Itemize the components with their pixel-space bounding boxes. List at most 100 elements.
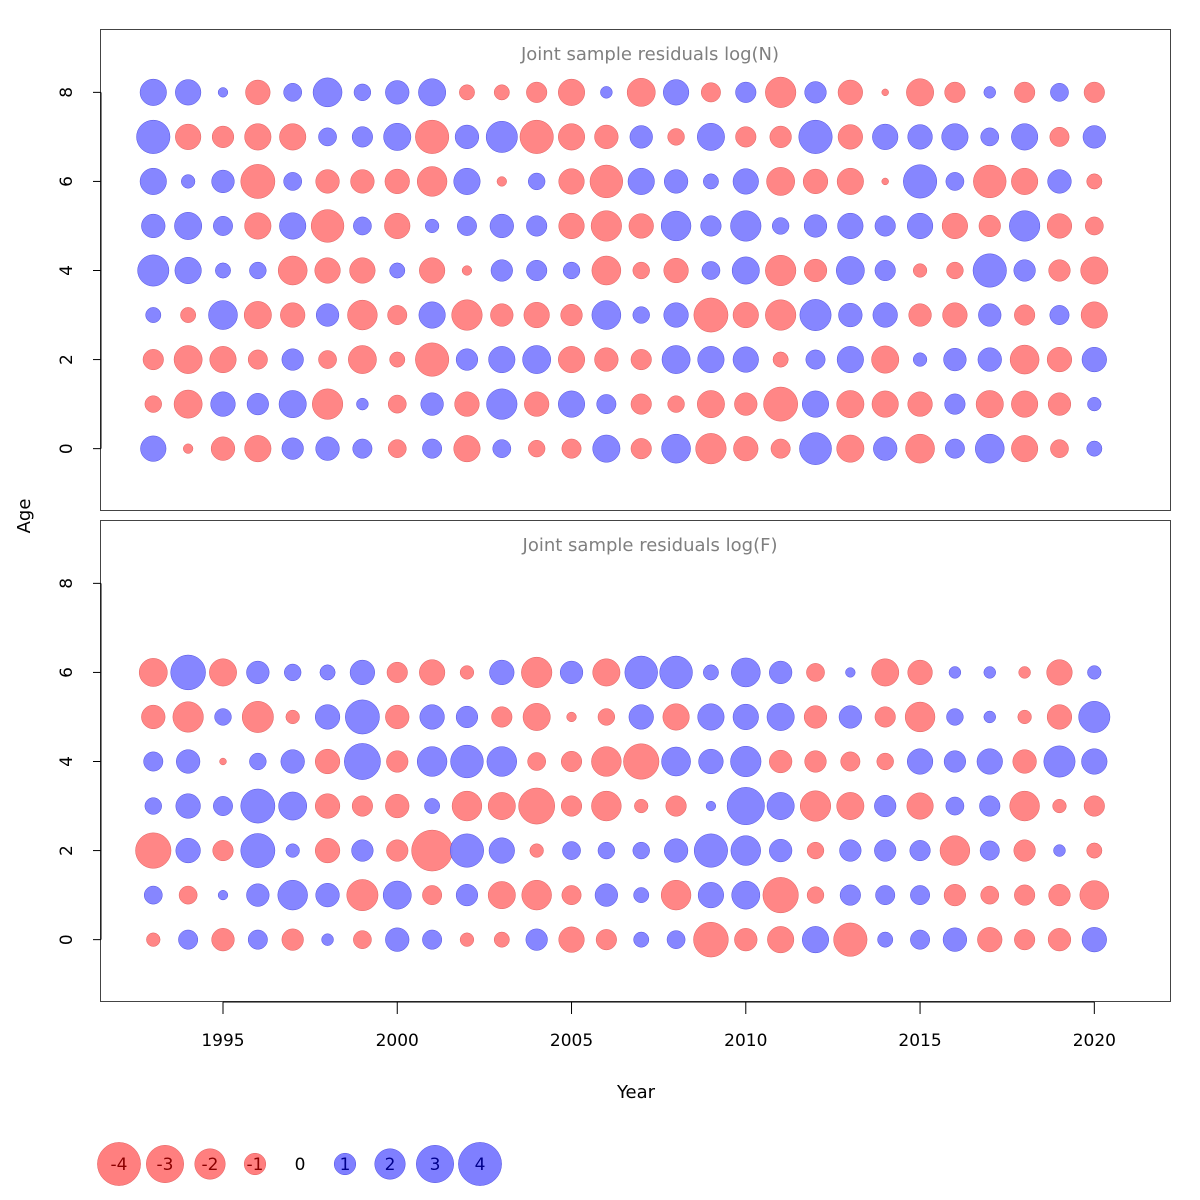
residual-bubble: [559, 660, 584, 685]
residual-bubble: [144, 797, 162, 815]
residual-bubble: [703, 664, 719, 681]
residual-bubble: [701, 261, 721, 280]
residual-bubble: [881, 88, 889, 97]
y-tick-label: 4: [57, 265, 77, 276]
residual-bubble: [1009, 210, 1041, 242]
residual-bubble: [384, 168, 410, 194]
residual-bubble: [144, 395, 162, 413]
residual-bubble: [630, 393, 652, 415]
residual-bubble: [1086, 173, 1103, 190]
residual-bubble: [175, 838, 201, 864]
residual-bubble: [664, 838, 689, 863]
residual-bubble: [839, 839, 862, 862]
residual-bubble: [872, 302, 898, 328]
residual-bubble: [487, 881, 516, 910]
residual-bubble: [314, 838, 341, 864]
residual-bubble: [175, 79, 202, 106]
residual-bubble: [285, 843, 300, 858]
residual-bubble: [772, 351, 789, 368]
residual-bubble: [975, 390, 1004, 419]
residual-bubble: [803, 258, 828, 283]
residual-bubble: [871, 390, 899, 418]
residual-bubble: [803, 214, 828, 238]
residual-bubble: [942, 927, 967, 952]
residual-bubble: [802, 168, 829, 194]
y-tick-label: 2: [57, 354, 77, 365]
residual-bubble: [697, 122, 725, 151]
residual-bubble: [978, 303, 1002, 327]
residual-bubble: [627, 167, 655, 195]
residual-bubble: [1050, 439, 1069, 458]
residual-bubble: [490, 303, 514, 327]
residual-bubble: [457, 216, 477, 236]
residual-bubble: [281, 437, 304, 460]
residual-bubble: [213, 216, 233, 236]
residual-bubble: [1081, 927, 1107, 953]
legend-label: 4: [475, 1155, 486, 1175]
y-axis-log-n: 0 2 4 6 8: [57, 87, 102, 454]
residual-bubble: [208, 300, 238, 330]
residual-bubble: [461, 265, 473, 276]
residual-bubble: [352, 438, 373, 459]
residual-bubble: [767, 926, 795, 954]
residual-bubble: [769, 838, 793, 863]
residual-bubble: [344, 743, 381, 780]
residual-bubble: [145, 307, 162, 323]
residual-bubble: [278, 390, 307, 419]
residual-bubble: [943, 347, 967, 372]
residual-bubble: [730, 835, 761, 866]
residual-bubble: [837, 79, 863, 105]
residual-bubble: [415, 119, 450, 154]
legend-label: -3: [157, 1155, 174, 1175]
residual-bubble: [941, 212, 968, 239]
residual-bubble: [209, 346, 237, 374]
residual-bubble: [634, 798, 649, 814]
residual-bubble: [318, 127, 337, 147]
residual-bubble: [632, 261, 650, 280]
residual-bubble: [979, 795, 1001, 817]
residual-bubble: [765, 254, 797, 287]
residual-bubble: [353, 216, 372, 236]
residual-bubble: [730, 210, 762, 242]
residual-bubble: [521, 879, 552, 911]
residual-bubble: [524, 391, 550, 417]
residual-bubble: [175, 793, 201, 819]
residual-bubble: [980, 127, 1000, 147]
residual-bubble: [1046, 659, 1073, 686]
residual-bubble: [561, 751, 583, 772]
residual-bubble: [980, 885, 1000, 905]
residual-bubble: [909, 840, 931, 862]
residual-bubble: [806, 841, 825, 860]
residual-bubble: [566, 711, 577, 723]
residual-bubble: [172, 701, 204, 733]
residual-bubble: [907, 748, 934, 775]
residual-bubble: [489, 659, 515, 685]
residual-bubble: [558, 346, 586, 374]
residual-bubble: [906, 792, 934, 820]
residual-bubble: [945, 796, 965, 816]
residual-bubble: [454, 124, 480, 149]
residual-bubble: [1050, 83, 1069, 102]
residual-bubble: [558, 168, 585, 195]
y-axis-title: Age: [14, 499, 35, 534]
residual-bubble: [312, 77, 343, 108]
residual-bubble: [418, 301, 446, 329]
residual-bubble: [908, 303, 932, 327]
residual-bubble: [802, 390, 829, 418]
residual-bubble: [450, 744, 484, 779]
residual-bubble: [762, 877, 799, 914]
residual-bubble: [419, 704, 445, 730]
residual-bubble: [351, 126, 373, 148]
residual-bubble: [411, 829, 453, 872]
residual-bubble: [243, 301, 272, 329]
residual-bubble: [836, 346, 864, 374]
residual-bubble: [871, 658, 900, 687]
residual-bubble: [766, 167, 795, 196]
residual-bubble: [249, 261, 267, 280]
residual-bubble: [283, 172, 302, 191]
residual-bubble: [139, 78, 167, 106]
residual-bubble: [799, 432, 832, 465]
residual-bubble: [596, 394, 617, 415]
residual-bubble: [628, 704, 654, 730]
